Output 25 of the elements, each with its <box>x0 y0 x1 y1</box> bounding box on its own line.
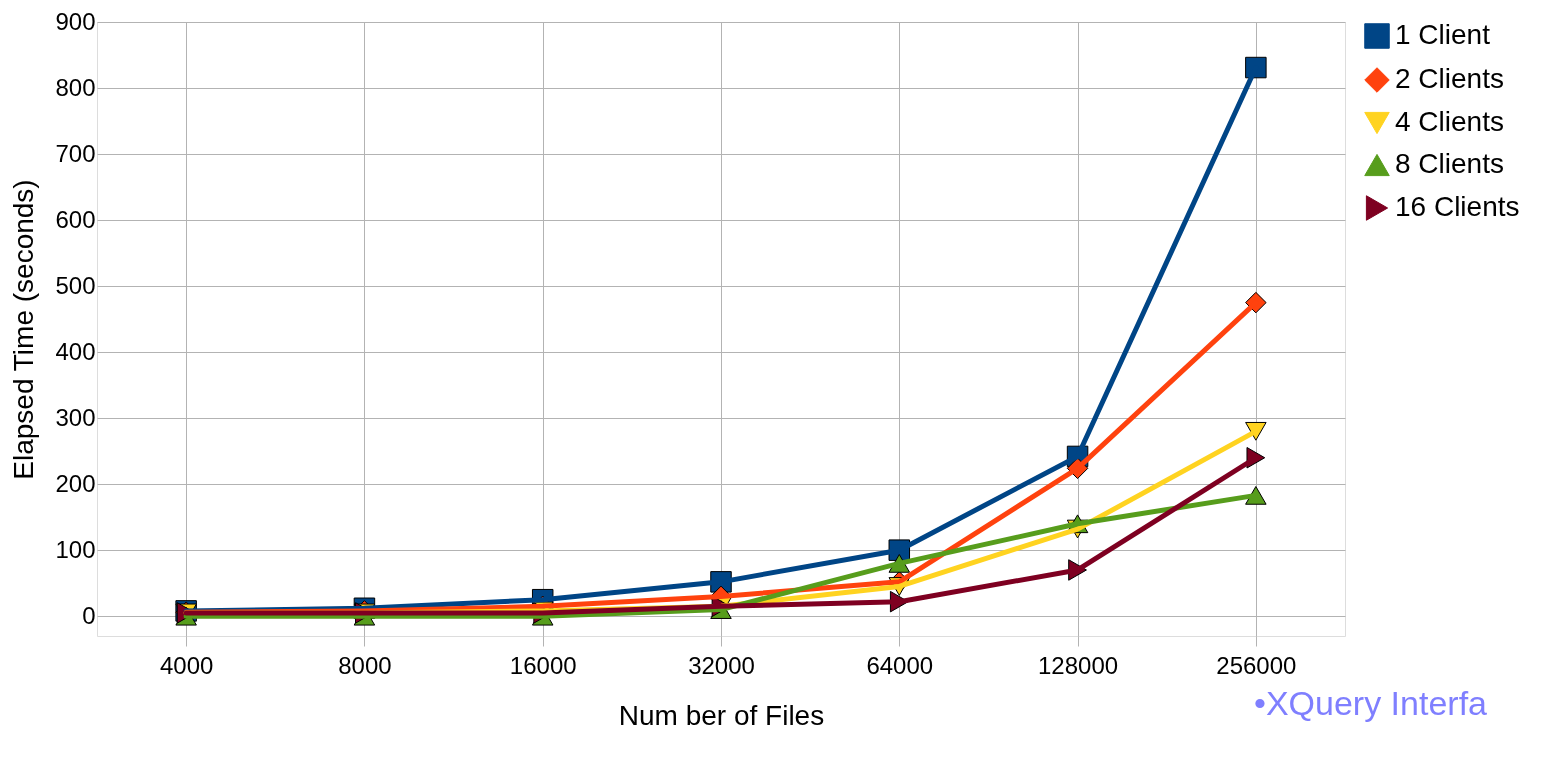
x-tick-label: 32000 <box>688 651 755 679</box>
legend-label: 4 Clients <box>1395 106 1504 137</box>
y-tick-label: 200 <box>55 469 96 497</box>
x-axis-title: Num ber of Files <box>618 699 825 731</box>
legend-label: 2 Clients <box>1395 63 1504 94</box>
y-tick-label: 900 <box>55 7 96 35</box>
x-tick-label: 8000 <box>338 651 392 679</box>
x-tick-label: 16000 <box>509 651 577 679</box>
y-tick-label: 500 <box>55 271 96 299</box>
y-tick-label: 700 <box>55 139 96 167</box>
legend-label: 8 Clients <box>1395 148 1504 179</box>
x-tick-label: 4000 <box>159 651 214 679</box>
legend-label: 1 Client <box>1395 19 1491 50</box>
x-tick-label: 128000 <box>1038 651 1119 679</box>
y-tick-label: 600 <box>55 205 96 233</box>
y-tick-label: 0 <box>82 601 96 629</box>
x-tick-label: 64000 <box>866 651 934 679</box>
y-axis-title: Elapsed Time (seconds) <box>8 179 40 480</box>
legend-label: 16 Clients <box>1395 191 1520 222</box>
y-tick-label: 300 <box>55 403 96 431</box>
x-tick-label: 256000 <box>1216 651 1297 679</box>
y-tick-label: 400 <box>55 337 96 365</box>
y-tick-label: 100 <box>55 535 96 563</box>
y-tick-label: 800 <box>55 73 96 101</box>
text: •XQuery Interfa <box>1253 684 1488 722</box>
